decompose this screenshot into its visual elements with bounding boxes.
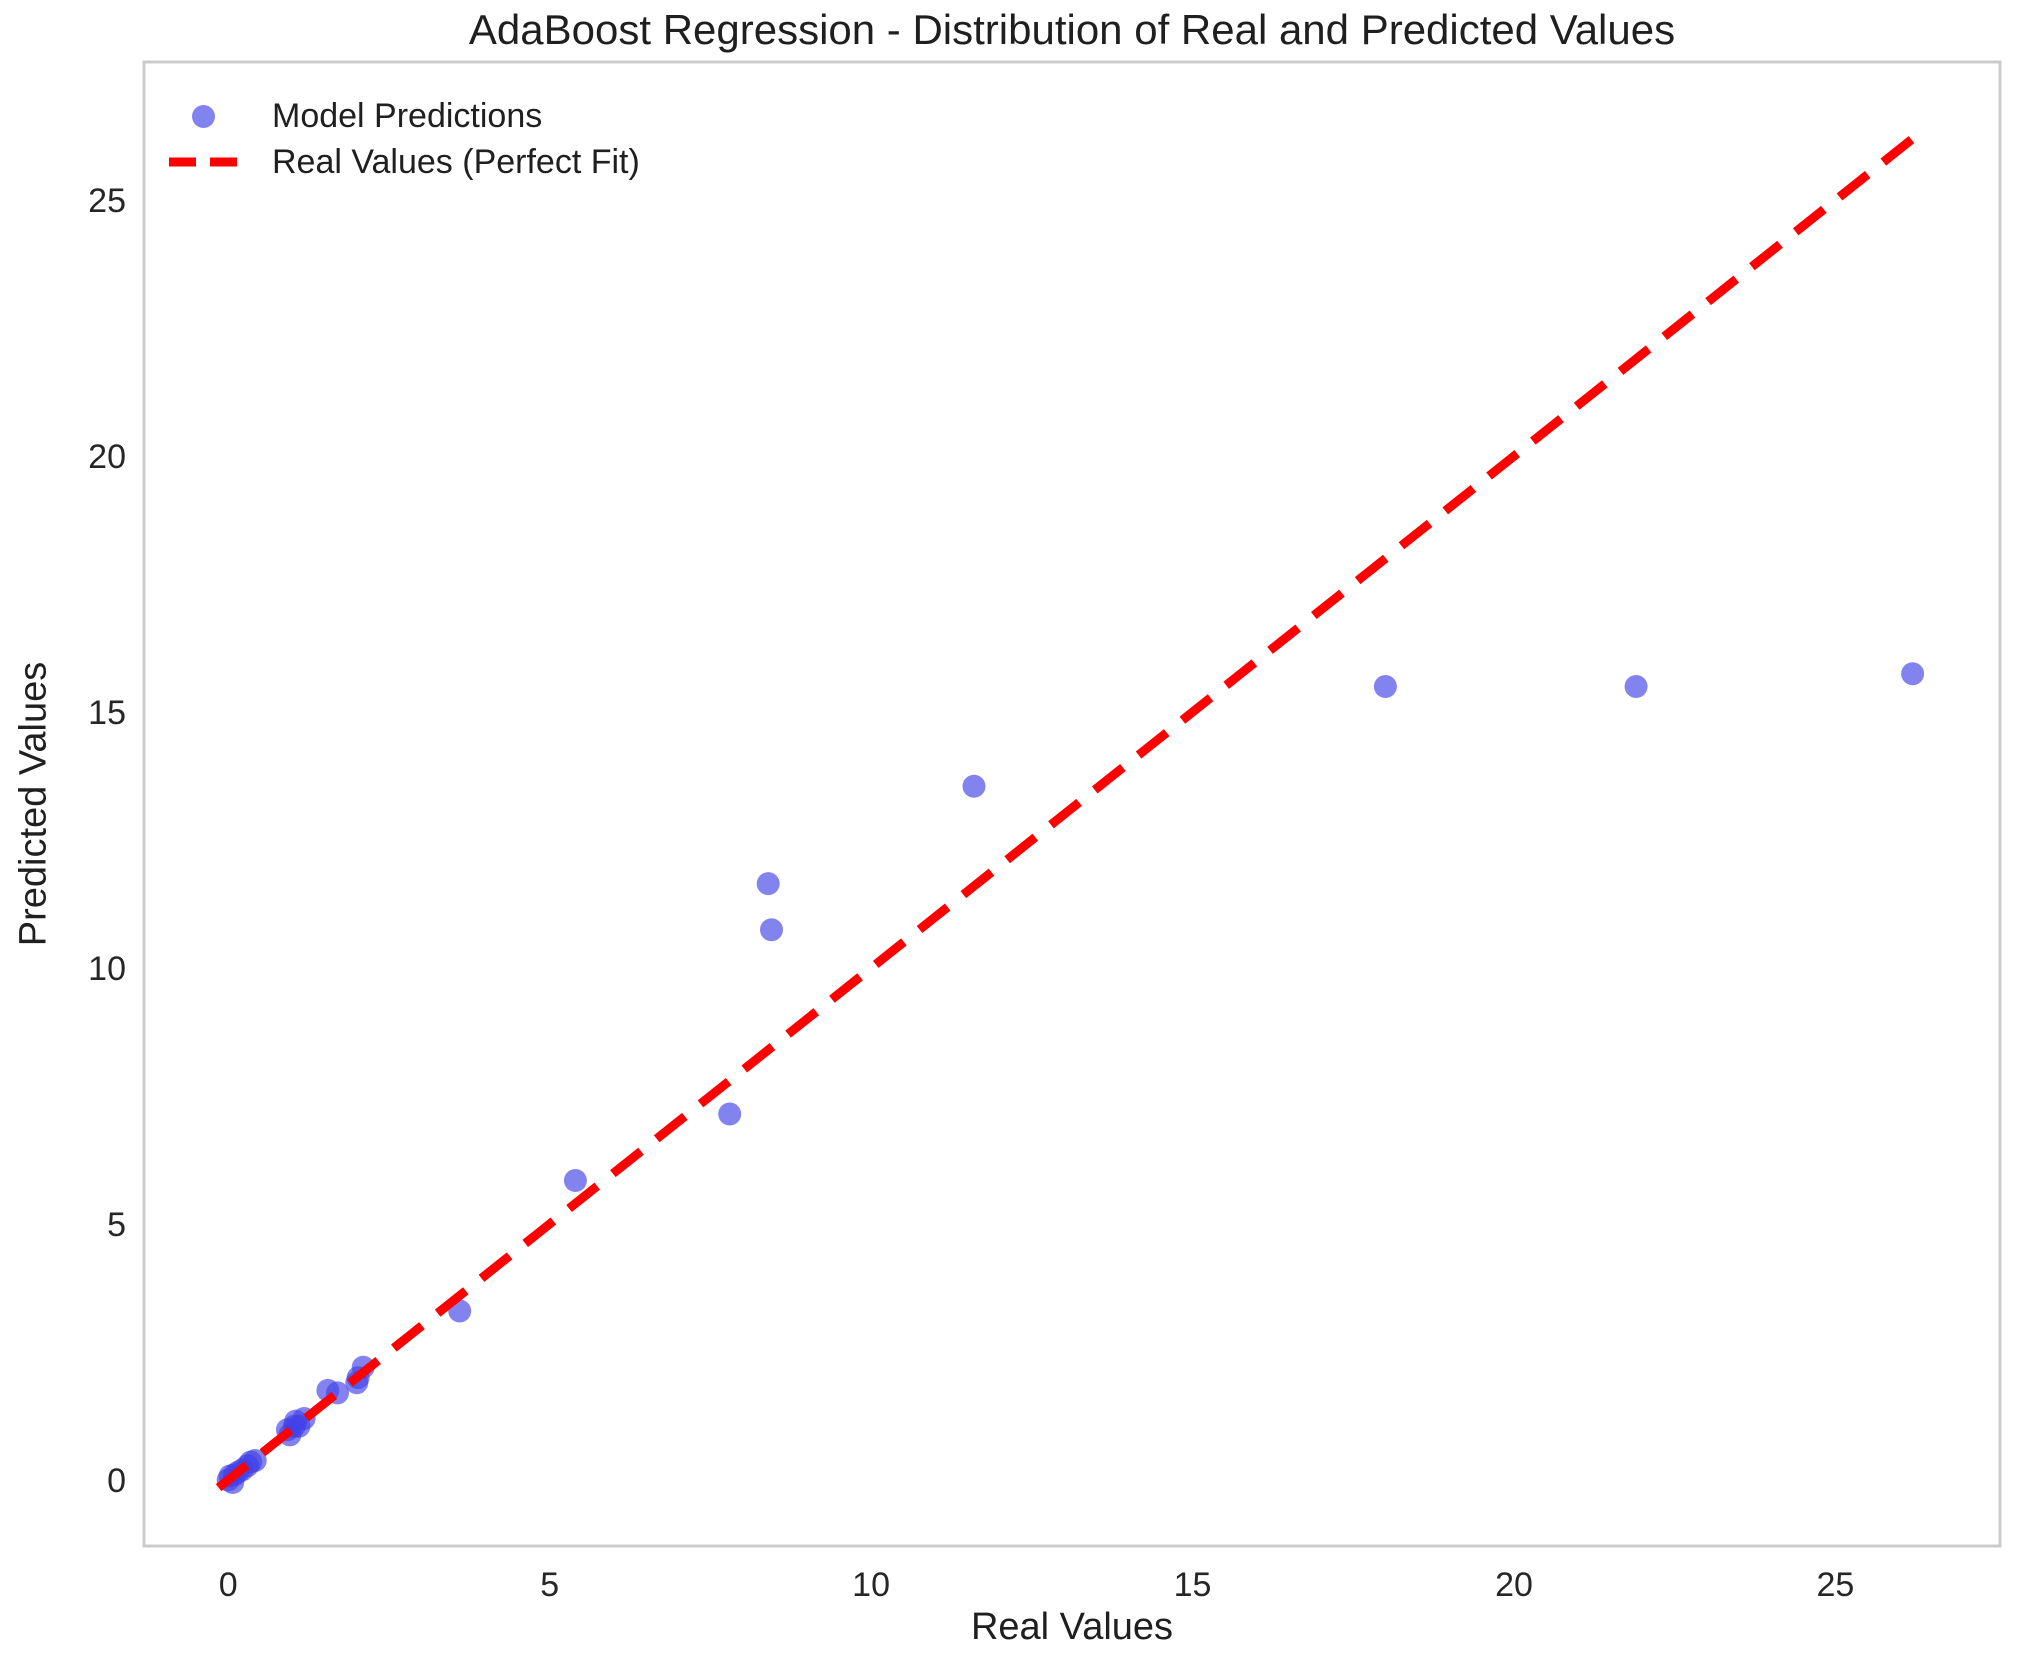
legend-item-model-predictions: Model Predictions — [168, 93, 640, 139]
x-tick-label: 20 — [1495, 1566, 1533, 1604]
x-tick-label: 5 — [540, 1566, 559, 1604]
y-tick-label: 25 — [88, 182, 126, 220]
x-tick-label: 25 — [1817, 1566, 1855, 1604]
data-point — [1373, 675, 1397, 698]
x-tick-label: 10 — [852, 1566, 890, 1604]
data-point — [243, 1449, 267, 1472]
dashed-line-icon — [169, 157, 237, 167]
legend: Model Predictions Real Values (Perfect F… — [168, 93, 640, 185]
y-tick-label: 10 — [88, 950, 126, 988]
plot-border — [142, 60, 2002, 1548]
data-point — [1624, 675, 1648, 698]
data-point — [718, 1102, 742, 1126]
data-point — [756, 872, 780, 896]
legend-item-perfect-fit: Real Values (Perfect Fit) — [168, 139, 640, 185]
y-axis-label: Predicted Values — [12, 661, 55, 947]
chart-title: AdaBoost Regression - Distribution of Re… — [468, 6, 1676, 53]
perfect-fit-line — [215, 132, 1919, 1492]
data-point — [563, 1169, 587, 1192]
y-tick-label: 0 — [107, 1462, 126, 1500]
y-tick-label: 20 — [88, 438, 126, 476]
legend-handle — [168, 104, 238, 128]
y-tick-label: 15 — [88, 694, 126, 732]
data-point — [760, 918, 783, 942]
data-point — [1901, 662, 1925, 686]
scatter-marker-icon — [191, 104, 215, 128]
legend-handle — [168, 156, 238, 168]
y-tick-label: 5 — [107, 1206, 126, 1244]
legend-label-perfect-fit: Real Values (Perfect Fit) — [272, 142, 640, 181]
x-tick-label: 0 — [219, 1566, 238, 1604]
x-tick-label: 15 — [1174, 1566, 1212, 1604]
legend-label-model-predictions: Model Predictions — [272, 96, 543, 135]
x-axis-label: Real Values — [970, 1606, 1174, 1648]
data-point — [962, 774, 986, 798]
